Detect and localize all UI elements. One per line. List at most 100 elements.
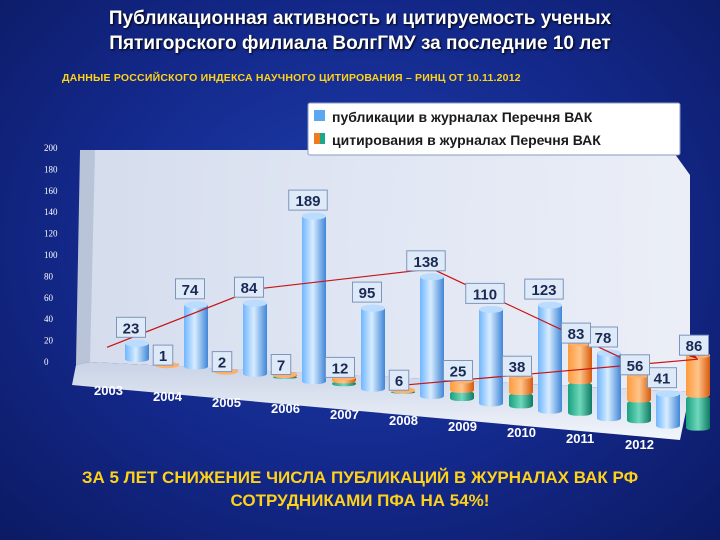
citations-bar — [509, 374, 533, 396]
x-tick-label: 2011 — [566, 431, 594, 446]
publications-data-label: 138 — [413, 254, 438, 271]
citations-bar-base — [627, 400, 651, 424]
publications-bar — [479, 307, 503, 407]
publications-bar — [656, 391, 680, 429]
legend-label-publications: публикации в журналах Перечня ВАК — [332, 109, 593, 125]
conclusion-text: ЗА 5 ЛЕТ СНИЖЕНИЕ ЧИСЛА ПУБЛИКАЦИЙ В ЖУР… — [0, 466, 720, 512]
x-tick-label: 2004 — [153, 389, 183, 404]
x-tick-label: 2006 — [271, 401, 300, 416]
citations-data-label-box — [325, 356, 355, 378]
citations-data-label: 7 — [277, 358, 285, 375]
publications-bar — [302, 214, 326, 385]
citations-data-label: 2 — [218, 355, 226, 372]
citations-data-label-box — [502, 355, 532, 377]
publications-data-label: 23 — [123, 320, 140, 337]
publications-bar — [125, 341, 149, 362]
y-tick-label: 180 — [44, 164, 58, 174]
citations-data-label-box — [152, 344, 174, 366]
title-line-2: Пятигорского филиала ВолгГМУ за последни… — [109, 33, 611, 54]
citations-data-label-box — [388, 369, 410, 391]
citations-swatch-green — [320, 133, 325, 144]
citations-bar — [686, 353, 710, 398]
publications-data-label: 110 — [473, 286, 497, 303]
conclusion-line-1: ЗА 5 ЛЕТ СНИЖЕНИЕ ЧИСЛА ПУБЛИКАЦИЙ В ЖУР… — [81, 468, 639, 487]
citations-data-label: 86 — [686, 338, 703, 355]
publications-data-label: 84 — [241, 280, 258, 297]
citations-swatch — [314, 133, 320, 144]
publications-swatch — [314, 110, 325, 121]
citations-bar-base — [509, 393, 533, 409]
plot-side-wall — [76, 150, 95, 365]
plot-back-wall — [80, 150, 690, 392]
publications-trend — [106, 268, 669, 381]
publications-data-label: 74 — [182, 282, 199, 299]
publications-data-label-box — [116, 316, 146, 338]
x-tick-label: 2008 — [389, 413, 418, 428]
x-tick-label: 2007 — [330, 407, 359, 422]
citations-data-label-box — [443, 360, 473, 381]
citations-data-label: 12 — [332, 360, 349, 377]
legend-label-citations: цитирования в журналах Перечня ВАК — [332, 132, 601, 148]
publications-bar — [538, 303, 562, 414]
publications-bar-top — [656, 390, 680, 398]
publications-bar — [420, 274, 444, 399]
citations-data-label: 1 — [159, 348, 167, 365]
publications-bar — [184, 302, 208, 370]
title-line-1: Публикационная активность и цитируемость… — [108, 8, 612, 29]
y-tick-label: 20 — [44, 336, 54, 346]
legend: публикации в журналах Перечня ВАК цитиров… — [307, 102, 681, 156]
citations-data-label: 25 — [450, 364, 467, 381]
conclusion-line-2: СОТРУДНИКАМИ ПФА НА 54%! — [230, 491, 490, 510]
y-tick-label: 40 — [44, 314, 54, 324]
citations-bar-base — [450, 390, 474, 401]
y-tick-label: 0 — [44, 357, 49, 367]
y-tick-label: 60 — [44, 293, 54, 303]
publications-data-label-box — [234, 276, 264, 298]
citations-data-label: 38 — [509, 359, 526, 376]
citations-data-label-box — [679, 334, 709, 356]
publications-bar-top — [361, 304, 385, 312]
citations-bar — [627, 372, 651, 403]
publications-bar-top — [302, 212, 326, 220]
citations-data-label: 6 — [395, 373, 403, 390]
publications-bar-top — [125, 339, 149, 347]
y-tick-label: 100 — [44, 250, 58, 260]
citations-data-label-box — [270, 354, 292, 375]
citations-data-label-box — [620, 354, 650, 376]
chart-title: Публикационная активность и цитируемость… — [0, 6, 720, 56]
publications-bar — [361, 306, 385, 392]
x-tick-label: 2009 — [448, 419, 477, 434]
citations-bar — [568, 341, 592, 385]
publications-data-label: 95 — [359, 285, 376, 302]
chart-subtitle: ДАННЫЕ РОССИЙСКОГО ИНДЕКСА НАУЧНОГО ЦИТИ… — [62, 72, 521, 84]
y-tick-label: 80 — [44, 271, 54, 281]
publications-data-label-box — [175, 278, 205, 300]
publications-data-label: 123 — [531, 282, 556, 299]
publications-bar-top — [420, 273, 444, 281]
y-tick-label: 160 — [44, 186, 58, 196]
citations-data-label-box — [211, 351, 233, 373]
citations-bar-base — [686, 395, 710, 431]
plot-floor — [72, 362, 690, 440]
x-tick-label: 2005 — [212, 395, 241, 410]
x-tick-label: 2003 — [94, 383, 123, 398]
publications-data-label: 189 — [295, 193, 320, 210]
publications-data-label-box — [465, 282, 505, 304]
publications-bar-top — [243, 299, 267, 307]
citations-data-label: 56 — [627, 358, 644, 375]
publications-bar-top — [184, 301, 208, 309]
legend-box — [307, 102, 681, 156]
publications-data-label: 78 — [595, 330, 612, 347]
citations-bar-base — [568, 382, 592, 416]
y-tick-label: 120 — [44, 229, 58, 239]
publications-data-label-box — [524, 278, 564, 300]
publications-bar-top — [538, 301, 562, 309]
publications-data-label: 41 — [654, 371, 671, 388]
publications-data-label-box — [288, 189, 328, 211]
y-tick-label: 200 — [44, 143, 58, 153]
x-tick-label: 2012 — [625, 437, 654, 452]
publications-data-label-box — [406, 250, 446, 272]
publications-bar — [243, 301, 267, 377]
publications-data-label-box — [352, 281, 382, 303]
